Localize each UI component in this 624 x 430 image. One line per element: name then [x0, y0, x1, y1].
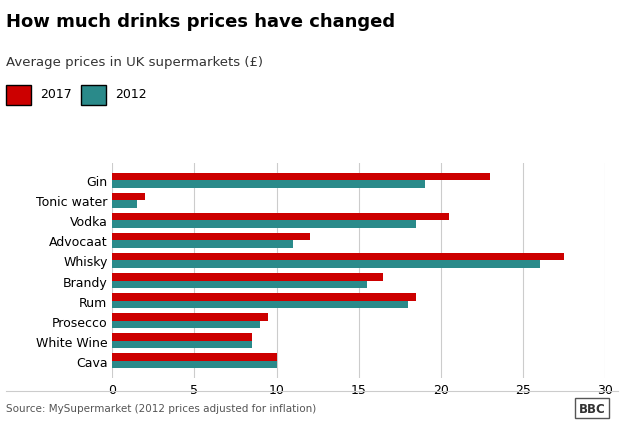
Text: BBC: BBC: [578, 402, 605, 415]
Bar: [112, 301, 408, 309]
Text: 2017: 2017: [41, 88, 72, 101]
Bar: [112, 201, 137, 209]
Bar: [112, 273, 383, 281]
Bar: [112, 221, 416, 228]
Bar: [112, 181, 424, 188]
Bar: [112, 173, 490, 181]
Bar: [112, 193, 145, 201]
Bar: [112, 213, 449, 221]
Bar: [112, 361, 276, 369]
Text: Average prices in UK supermarkets (£): Average prices in UK supermarkets (£): [6, 56, 263, 69]
Text: 2012: 2012: [115, 88, 147, 101]
Bar: [112, 293, 416, 301]
Bar: [112, 321, 260, 329]
Bar: [112, 353, 276, 361]
Bar: [112, 261, 540, 268]
Bar: [112, 241, 293, 249]
Bar: [112, 281, 367, 289]
Bar: [112, 233, 310, 241]
Text: Source: MySupermarket (2012 prices adjusted for inflation): Source: MySupermarket (2012 prices adjus…: [6, 403, 316, 414]
Bar: [112, 313, 268, 321]
Text: How much drinks prices have changed: How much drinks prices have changed: [6, 13, 396, 31]
Bar: [112, 333, 252, 341]
Bar: [112, 253, 564, 261]
Bar: [112, 341, 252, 349]
